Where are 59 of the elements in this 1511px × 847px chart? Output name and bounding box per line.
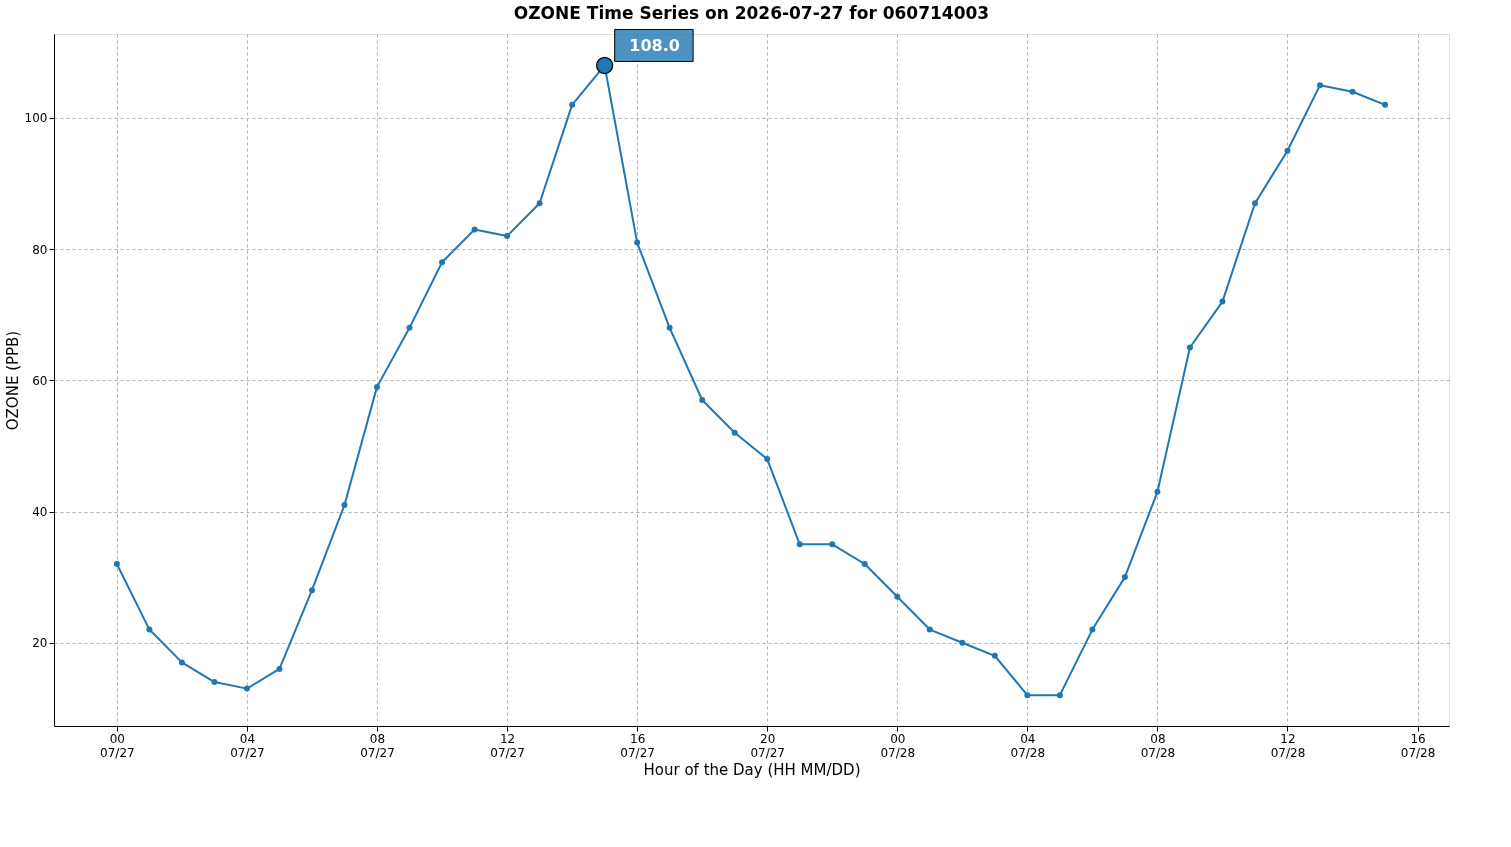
x-tick-label: 08 07/28 [1140, 731, 1176, 760]
point [211, 679, 218, 686]
x-tick-label: 16 07/28 [1400, 731, 1436, 760]
x-tick-label: 16 07/27 [620, 731, 655, 760]
point [178, 659, 185, 666]
point [1219, 298, 1226, 305]
point [634, 239, 641, 246]
x-tick-label: 08 07/27 [360, 731, 395, 760]
x-tick-label: 04 07/28 [1010, 731, 1046, 760]
y-tick-label: 100 [24, 111, 48, 126]
point [276, 665, 283, 672]
point [764, 456, 771, 463]
point [894, 593, 901, 600]
point [504, 233, 511, 240]
point [1251, 200, 1258, 207]
point [536, 200, 543, 207]
point [374, 383, 381, 390]
point [1186, 344, 1193, 351]
point [308, 587, 315, 594]
y-tick-label: 20 [32, 636, 48, 651]
point [471, 226, 478, 233]
point [243, 685, 250, 692]
x-tick-label: 00 07/27 [100, 731, 135, 760]
point [796, 541, 803, 548]
point [699, 397, 706, 403]
x-tick-label: 12 07/28 [1270, 731, 1306, 760]
point [1121, 574, 1128, 581]
point [341, 501, 348, 508]
point [406, 324, 413, 331]
point [439, 259, 446, 266]
x-tick-label: 12 07/27 [490, 731, 525, 760]
annotation: 108.0 [629, 36, 680, 56]
y-tick-label: 60 [32, 373, 48, 388]
point [1024, 692, 1031, 699]
point [829, 541, 836, 548]
y-axis-title: OZONE (PPB) [3, 330, 22, 431]
x-tick-label: 20 07/27 [750, 731, 786, 760]
x-axis-title: Hour of the Day (HH MM/DD) [643, 760, 861, 779]
point [926, 626, 933, 633]
point [1317, 82, 1324, 89]
point [731, 429, 738, 436]
point [1056, 692, 1063, 699]
point [1154, 488, 1161, 495]
point [569, 101, 576, 108]
point [1089, 626, 1096, 633]
point [146, 626, 153, 633]
point [959, 639, 966, 646]
point [1349, 88, 1356, 95]
point [666, 324, 673, 331]
x-tick-label: 00 07/28 [880, 731, 916, 760]
point [113, 560, 120, 567]
point [1284, 147, 1291, 154]
point [861, 560, 868, 567]
point [991, 652, 998, 659]
chart-title: OZONE Time Series on 2026-07-27 for 060714003 [513, 3, 990, 24]
x-tick-label: 04 07/27 [230, 731, 265, 760]
point [1382, 101, 1389, 108]
y-tick-label: 40 [32, 505, 48, 520]
y-tick-label: 80 [32, 242, 48, 257]
